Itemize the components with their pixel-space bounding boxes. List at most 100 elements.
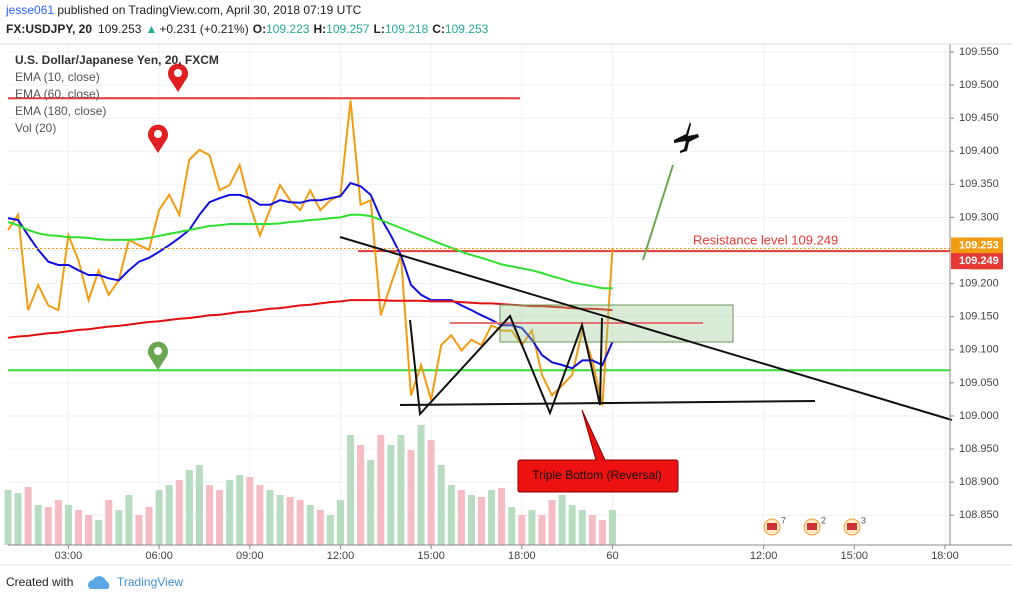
event-count: 3 — [861, 515, 866, 525]
series-line — [7, 181, 614, 370]
volume-bar — [175, 480, 183, 545]
y-tick-label: 109.400 — [959, 145, 999, 157]
volume-bar — [558, 495, 566, 545]
ohlc-key: H: — [313, 22, 326, 36]
price: 109.253 — [98, 22, 142, 36]
volume-bar — [598, 520, 606, 545]
volume-bar — [518, 515, 526, 545]
legend-entry: Vol (20) — [15, 121, 56, 135]
x-tick-label: 18:00 — [931, 550, 959, 562]
volume-bar — [367, 460, 375, 545]
author[interactable]: jesse061 — [5, 3, 54, 17]
volume-bar — [95, 520, 103, 545]
volume-bar — [387, 445, 395, 545]
volume-bar — [427, 440, 435, 545]
series-line — [7, 100, 614, 406]
y-tick-label: 109.000 — [959, 410, 999, 422]
event-count: 7 — [781, 515, 786, 525]
volume-bar — [286, 497, 294, 545]
volume-bar — [105, 500, 113, 545]
volume-bar — [44, 507, 52, 545]
price-label-box — [951, 253, 1003, 270]
volume-bar — [457, 490, 465, 545]
volume-bar — [125, 495, 133, 545]
callout — [517, 409, 679, 493]
price-label: 109.253 — [959, 239, 999, 251]
volume-bar — [236, 475, 244, 545]
y-tick-label: 108.950 — [959, 443, 999, 455]
volume-bar — [588, 515, 596, 545]
volume-bar — [14, 493, 22, 545]
volume-bar — [266, 490, 274, 545]
y-tick-label: 109.450 — [959, 112, 999, 124]
y-tick-label: 108.900 — [959, 476, 999, 488]
volume-bar — [34, 505, 42, 545]
x-tick-label: 15:00 — [841, 550, 869, 562]
series-line — [7, 213, 613, 290]
brand[interactable]: TradingView — [117, 575, 183, 589]
volume-bar — [508, 507, 516, 545]
volume-bar — [246, 477, 254, 545]
price-label-box — [951, 237, 1003, 254]
legend-entry: EMA (180, close) — [15, 104, 106, 118]
volume-bar — [528, 510, 536, 545]
x-tick-label: 12:00 — [327, 550, 355, 562]
volume-bar — [4, 490, 12, 545]
volume-bar — [155, 490, 163, 545]
volume-bar — [115, 510, 123, 545]
x-tick-label: 12:00 — [750, 550, 778, 562]
volume-bar — [85, 515, 93, 545]
x-tick-label: 15:00 — [417, 550, 445, 562]
volume-bar — [64, 505, 72, 545]
volume-bar — [226, 480, 234, 545]
y-tick-label: 109.200 — [959, 277, 999, 289]
quote-line: FX:USDJPY, 20 109.253 ▲ +0.231 (+0.21%) O:10… — [6, 22, 489, 36]
volume-bar — [276, 495, 284, 545]
footer-text: Created with — [6, 575, 73, 589]
annotation: Triple Bottom (Reversal) — [532, 468, 662, 482]
ohlc-value: 109.218 — [385, 22, 429, 36]
y-tick-label: 109.500 — [959, 79, 999, 91]
pin-dot — [154, 130, 162, 138]
volume-bar — [377, 435, 385, 545]
volume-bar — [24, 487, 32, 545]
x-tick-label: 09:00 — [236, 550, 264, 562]
volume-bar — [316, 510, 324, 545]
volume-bar — [216, 490, 224, 545]
ohlc-key: L: — [374, 22, 385, 36]
y-tick-label: 109.050 — [959, 377, 999, 389]
volume-bar — [195, 465, 203, 545]
y-tick-label: 109.300 — [959, 211, 999, 223]
event-flag — [847, 523, 857, 530]
legend-entry: EMA (10, close) — [15, 70, 100, 84]
volume-bar — [488, 490, 496, 545]
y-tick-label: 109.350 — [959, 178, 999, 190]
legend-entry: EMA (60, close) — [15, 87, 100, 101]
volume-bar — [397, 435, 405, 545]
y-tick-label: 108.850 — [959, 509, 999, 521]
volume-bar — [568, 505, 576, 545]
drawings — [8, 44, 1012, 546]
event-count: 2 — [821, 515, 826, 525]
axes: 108.850 108.900 108.950 109.000 109.050 109.1… — [55, 46, 1003, 562]
y-tick-label: 109.550 — [959, 46, 999, 58]
volume-bar — [135, 515, 143, 545]
volume-bar — [205, 485, 213, 545]
volume-bar — [165, 485, 173, 545]
volume-bar — [185, 470, 193, 545]
brand-icon — [87, 576, 110, 589]
trendline — [339, 236, 953, 421]
pin-icon — [148, 341, 168, 370]
pin-icon — [168, 63, 188, 92]
volume-bar — [256, 485, 264, 545]
volume-bar — [326, 515, 334, 545]
volume-bar — [357, 445, 365, 545]
published: published on TradingView.com, April 30, … — [54, 3, 362, 17]
x-tick-label: 06:00 — [145, 550, 173, 562]
volume-bar — [608, 510, 616, 545]
volume — [4, 425, 616, 545]
volume-bar — [578, 510, 586, 545]
